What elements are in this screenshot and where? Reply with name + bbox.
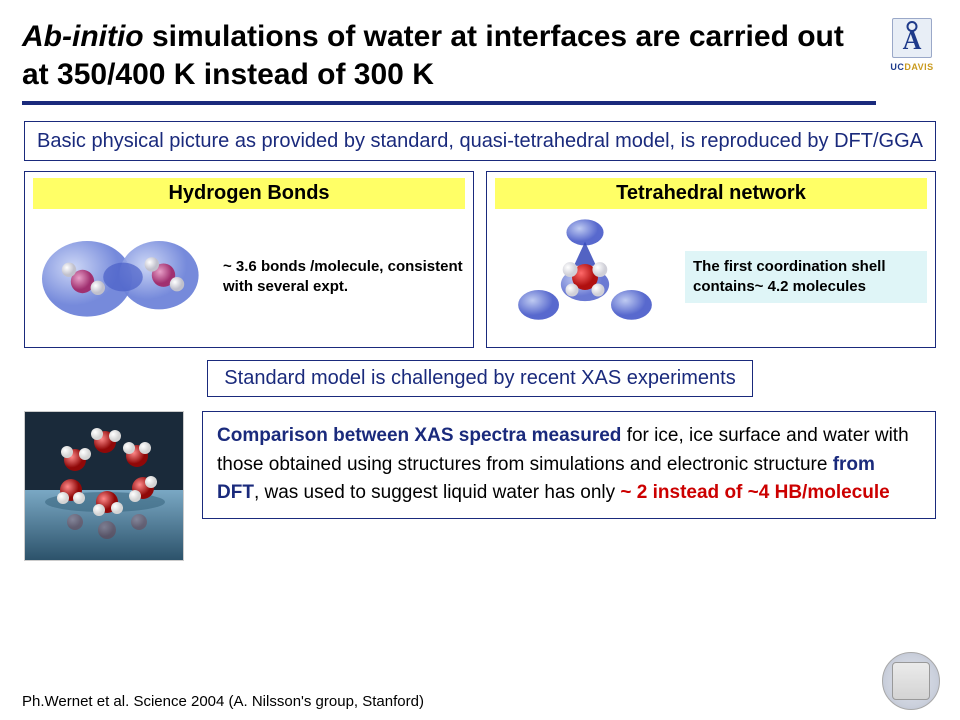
xas-banner: Standard model is challenged by recent X… xyxy=(207,360,752,397)
top-banner: Basic physical picture as provided by st… xyxy=(24,121,936,161)
slide-title: Ab-initio simulations of water at interf… xyxy=(22,18,876,105)
hydrogen-bonds-panel: Hydrogen Bonds xyxy=(24,171,474,348)
title-rest: simulations of water at interfaces are c… xyxy=(22,20,844,91)
tetrahedral-panel: Tetrahedral network xyxy=(486,171,936,348)
institution-seal xyxy=(882,652,940,710)
tetra-note: The first coordination shell contains~ 4… xyxy=(685,251,927,304)
citation: Ph.Wernet et al. Science 2004 (A. Nilsso… xyxy=(22,693,424,710)
ucdavis-logo: UCDAVIS xyxy=(890,62,933,72)
panels-row: Hydrogen Bonds xyxy=(24,171,936,348)
cmp-red: ~ 2 instead of ~4 HB/molecule xyxy=(620,482,889,503)
comparison-box: Comparison between XAS spectra measured … xyxy=(202,411,936,519)
cmp-blue1: Comparison between XAS spectra measured xyxy=(217,425,621,446)
hbond-illustration xyxy=(33,217,213,337)
angstrom-logo: A xyxy=(892,18,932,58)
title-italic: Ab-initio xyxy=(22,20,144,53)
tetrahedral-illustration xyxy=(495,217,675,337)
cmp-t2: , was used to suggest liquid water has o… xyxy=(254,482,620,503)
panel-heading-left: Hydrogen Bonds xyxy=(33,178,465,209)
bottom-row: Comparison between XAS spectra measured … xyxy=(24,411,936,561)
logo-group: A UCDAVIS xyxy=(886,18,938,72)
panel-heading-right: Tetrahedral network xyxy=(495,178,927,209)
hbond-note: ~ 3.6 bonds /molecule, consistent with s… xyxy=(223,257,465,298)
water-ring-thumbnail xyxy=(24,411,184,561)
